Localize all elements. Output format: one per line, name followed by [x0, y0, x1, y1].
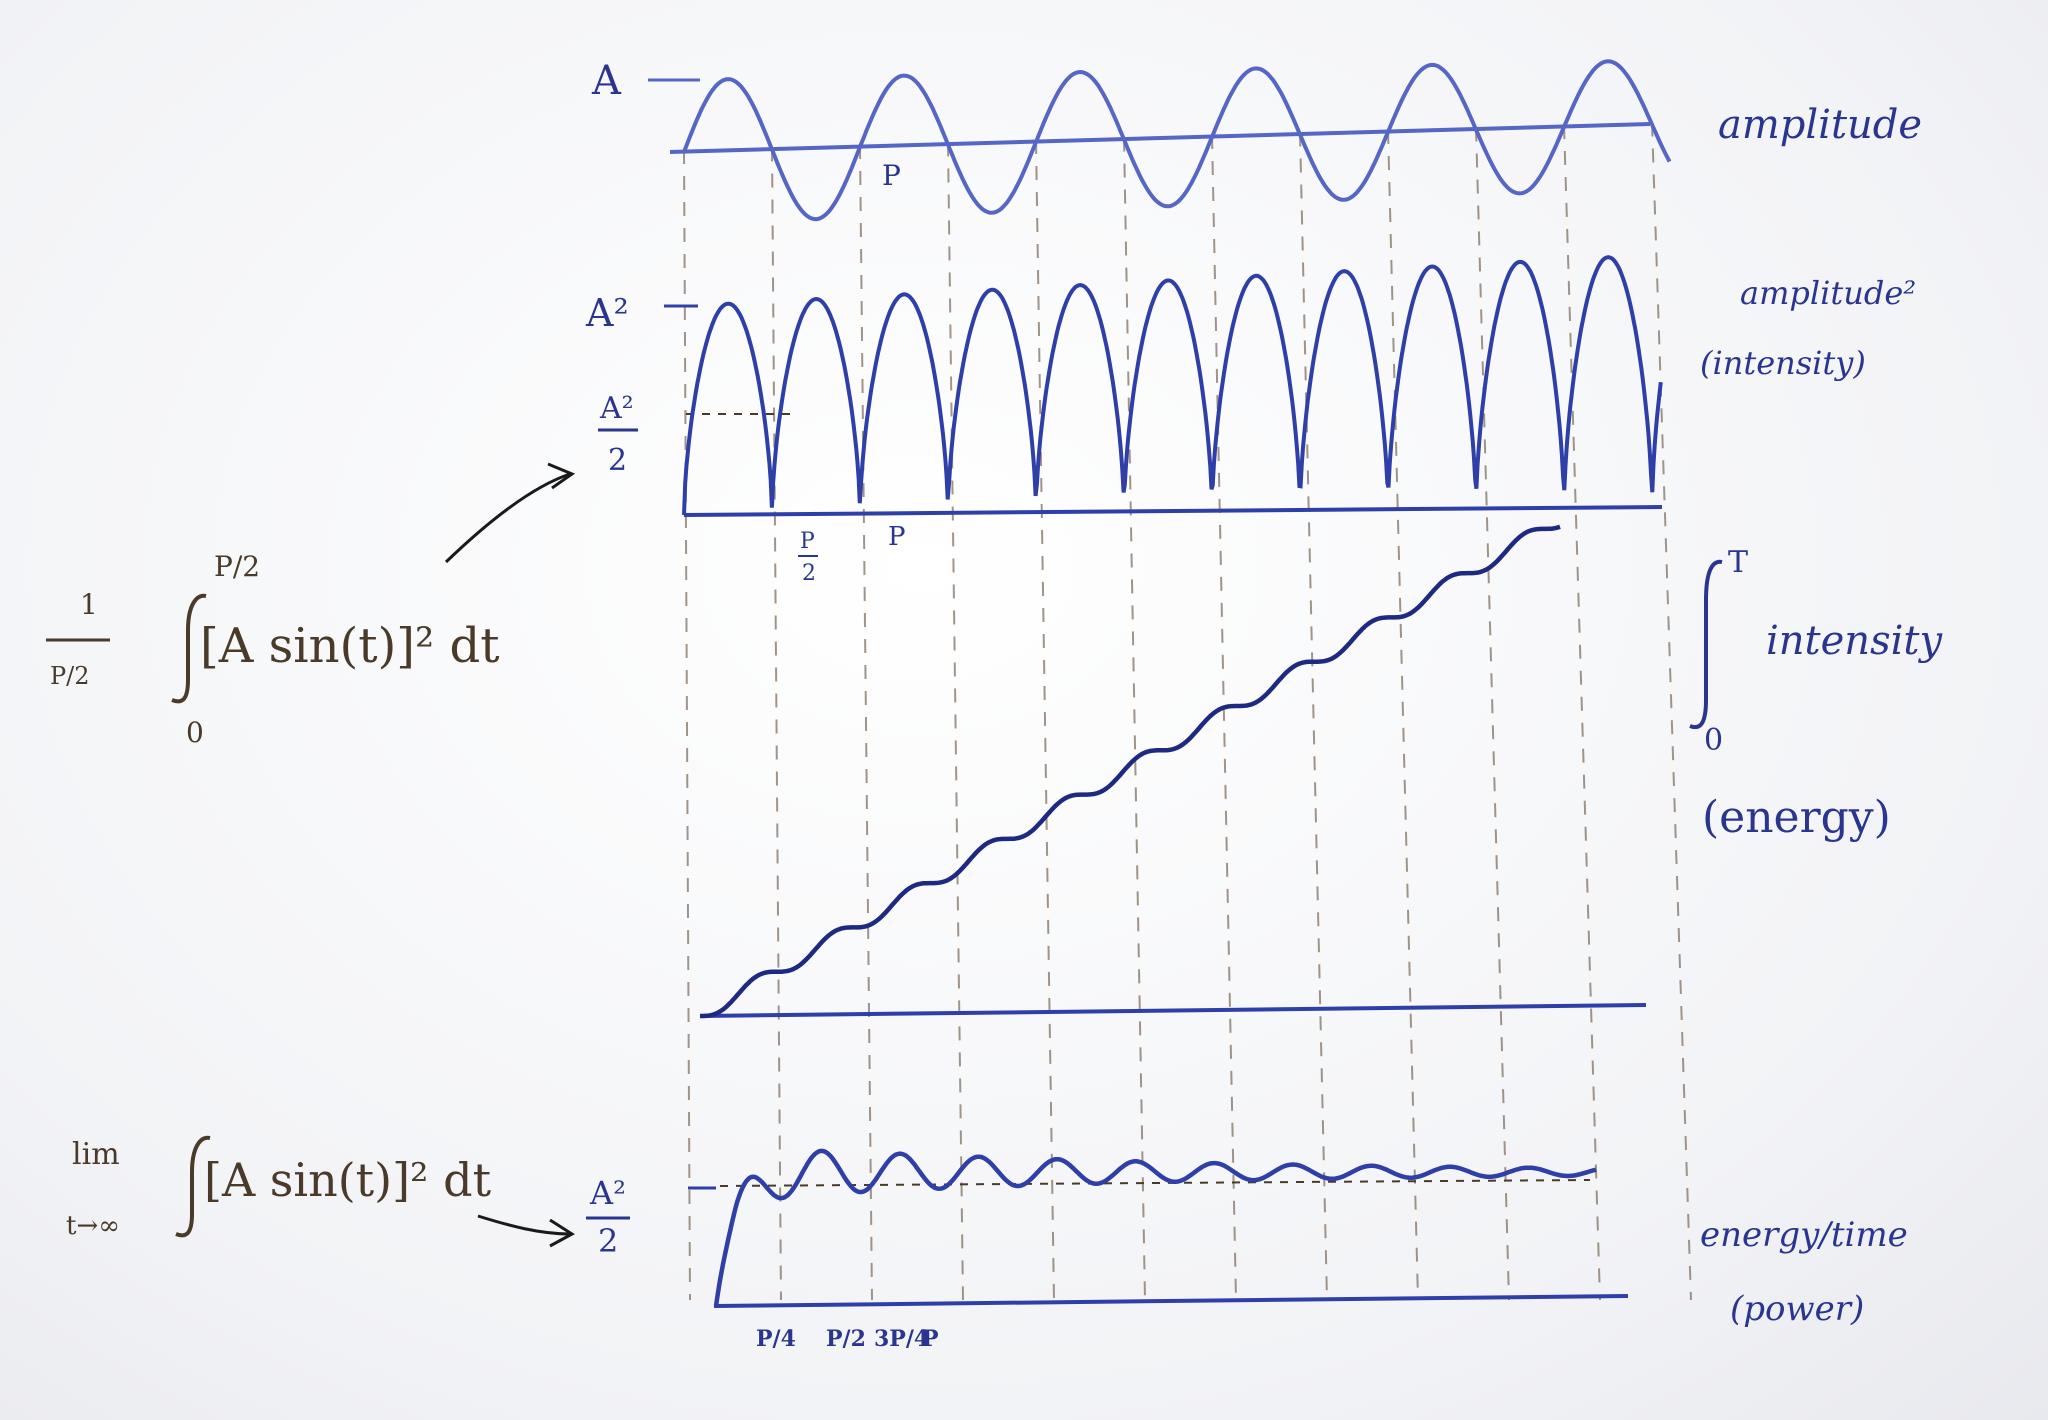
amplitude-label: amplitude	[1718, 102, 1922, 148]
intensity-tick-P: P	[888, 522, 906, 552]
dashed-guide-line	[1563, 124, 1601, 1301]
formula1-prefactor-num: 1	[80, 588, 98, 621]
power-tick-label: P/2	[826, 1326, 866, 1352]
dashed-guide-line	[683, 149, 691, 1301]
formula1-arrow	[444, 472, 571, 564]
dashed-guide-lines	[683, 122, 1692, 1301]
formula2-lim: lim	[72, 1137, 120, 1172]
energy-axis	[699, 1003, 1647, 1018]
intensity-half-label-den: 2	[608, 443, 627, 478]
dashed-guide-line	[1299, 132, 1328, 1301]
dashed-guide-line	[1035, 139, 1055, 1301]
dashed-guide-line	[1211, 134, 1237, 1301]
intensity-axis-label-A2: A²	[585, 291, 629, 335]
formula2-integrand: [A sin(t)]² dt	[204, 1153, 492, 1207]
dashed-guide-line	[947, 142, 964, 1301]
formula2-arrowhead	[549, 1218, 575, 1248]
power-tick-labels: P/4 P/2 3P/4P	[756, 1326, 939, 1352]
formula1-prefactor-den: P/2	[50, 662, 90, 690]
amplitude-sine-curve	[682, 59, 1672, 222]
power-axis	[713, 1294, 1629, 1308]
power-panel: A² 2 P/4 P/2 3P/4P energy/time (power)	[586, 1148, 1908, 1352]
formula1-integrand: [A sin(t)]² dt	[200, 618, 500, 674]
power-label-line2: (power)	[1730, 1289, 1864, 1329]
power-tick-label: 3P/4	[874, 1326, 929, 1352]
dashed-guide-line	[1651, 122, 1692, 1301]
energy-panel: T 0 intensity (energy)	[699, 524, 1943, 1019]
intensity-label-line1: amplitude²	[1740, 274, 1916, 312]
intensity-label-line2: (intensity)	[1700, 344, 1866, 382]
power-tick-label: P	[922, 1326, 939, 1352]
energy-label-paren: (energy)	[1702, 792, 1891, 843]
amplitude-panel: A P amplitude	[591, 58, 1922, 222]
power-level-dashed	[719, 1179, 1591, 1187]
dashed-guide-line	[1387, 129, 1419, 1301]
formula1-upper-limit: P/2	[214, 550, 260, 583]
intensity-tick-P2-num: P	[800, 529, 815, 554]
power-level-num: A²	[589, 1174, 626, 1212]
intensity-curve	[682, 255, 1663, 516]
power-curve	[713, 1148, 1597, 1307]
energy-integral-sign	[1689, 559, 1723, 730]
power-label-line1: energy/time	[1700, 1215, 1908, 1255]
dashed-guide-line	[859, 144, 873, 1301]
intensity-tick-P2-den: 2	[802, 561, 816, 586]
amplitude-axis	[669, 122, 1651, 154]
intensity-axis	[683, 505, 1663, 517]
formula2-arrow	[477, 1214, 571, 1236]
intensity-panel: A² A² 2 P 2 P amplitude² (intensity)	[585, 255, 1916, 586]
formula1-integral-sign	[171, 593, 207, 704]
mean-intensity-formula: 1 P/2 P/2 0 [A sin(t)]² dt	[46, 462, 576, 749]
energy-integral-upper: T	[1728, 545, 1748, 580]
amplitude-tick-P: P	[882, 159, 901, 192]
amplitude-axis-label-A: A	[591, 58, 622, 104]
energy-label-integrand: intensity	[1766, 618, 1943, 664]
power-level-den: 2	[598, 1222, 618, 1260]
energy-curve	[700, 524, 1561, 1019]
limit-power-formula: lim t→∞ [A sin(t)]² dt	[66, 1135, 575, 1248]
formula2-sub: t→∞	[66, 1211, 120, 1241]
dashed-guide-line	[1475, 127, 1510, 1301]
intensity-half-label-num: A²	[599, 391, 634, 426]
formula1-arrowhead	[547, 462, 576, 490]
power-tick-label: P/4	[756, 1326, 796, 1352]
formula1-lower-limit: 0	[186, 716, 204, 749]
energy-integral-lower: 0	[1704, 723, 1723, 758]
dashed-guide-line	[1123, 137, 1146, 1301]
dashed-guide-line	[771, 147, 782, 1301]
formula2-integral-sign	[175, 1135, 211, 1238]
